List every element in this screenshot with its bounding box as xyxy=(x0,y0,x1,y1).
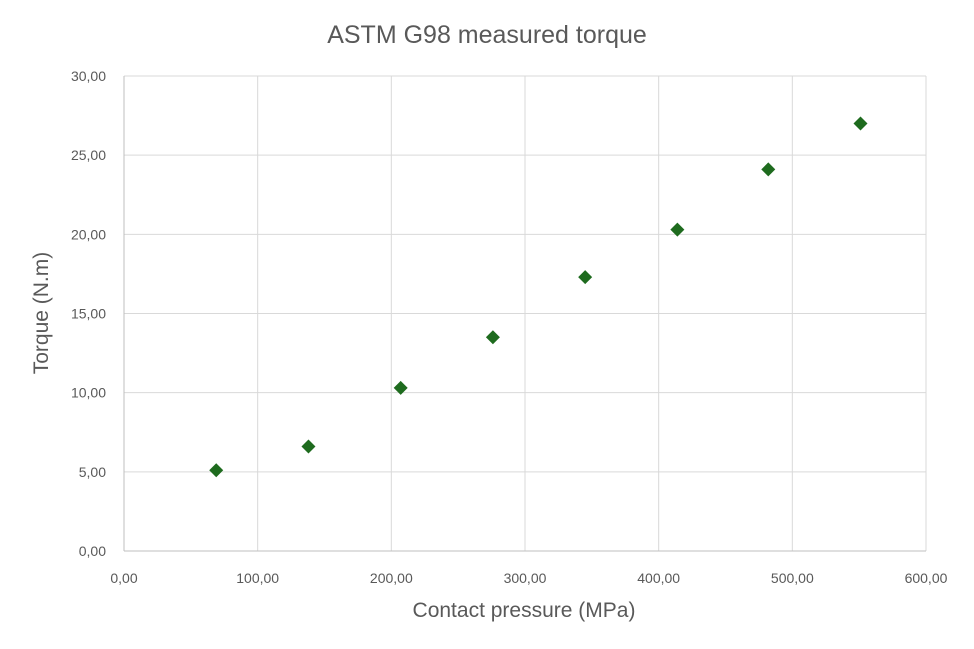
data-point xyxy=(578,270,593,285)
y-tick-label: 15,00 xyxy=(71,306,106,322)
y-tick-label: 10,00 xyxy=(71,385,106,401)
data-point xyxy=(209,463,224,478)
x-axis-tick-labels: 0,00 100,00 200,00 300,00 400,00 500,00 600,00 xyxy=(110,570,947,586)
data-point xyxy=(485,330,500,345)
axes xyxy=(123,76,926,552)
x-tick-label: 100,00 xyxy=(236,570,279,586)
x-tick-label: 600,00 xyxy=(905,570,948,586)
y-tick-label: 5,00 xyxy=(79,464,106,480)
vertical-gridlines xyxy=(257,76,927,551)
data-point xyxy=(853,116,868,131)
y-axis-label: Torque (N.m) xyxy=(30,252,53,375)
y-tick-label: 0,00 xyxy=(79,543,106,559)
data-point xyxy=(393,380,408,395)
y-tick-label: 25,00 xyxy=(71,147,106,163)
y-tick-label: 30,00 xyxy=(71,68,106,84)
x-tick-label: 400,00 xyxy=(637,570,680,586)
data-point xyxy=(301,439,316,454)
x-tick-label: 300,00 xyxy=(504,570,547,586)
x-axis-label: Contact pressure (MPa) xyxy=(413,599,636,622)
data-points xyxy=(209,116,868,478)
y-axis-tick-labels: 0,00 5,00 10,00 15,00 20,00 25,00 30,00 xyxy=(71,68,106,559)
x-tick-label: 500,00 xyxy=(771,570,814,586)
chart-title: ASTM G98 measured torque xyxy=(327,21,647,49)
x-tick-label: 200,00 xyxy=(370,570,413,586)
x-tick-label: 0,00 xyxy=(110,570,137,586)
data-point xyxy=(761,162,776,177)
data-point xyxy=(670,222,685,237)
y-tick-label: 20,00 xyxy=(71,226,106,242)
